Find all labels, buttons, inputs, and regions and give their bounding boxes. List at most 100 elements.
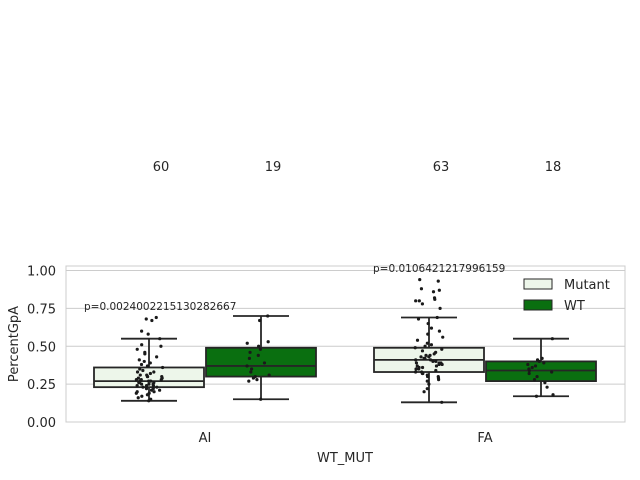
data-point	[550, 337, 554, 341]
data-point	[540, 356, 544, 360]
legend-label-wt: WT	[564, 299, 585, 314]
data-point	[437, 329, 442, 333]
data-point	[535, 358, 540, 362]
data-point	[435, 315, 439, 320]
data-point	[144, 384, 149, 388]
legend-swatch-mutant	[523, 278, 553, 290]
data-point	[150, 318, 154, 323]
data-point	[146, 332, 150, 336]
data-point	[440, 400, 444, 404]
count-label: 63	[433, 160, 450, 175]
data-point	[436, 374, 440, 379]
data-point	[141, 368, 145, 373]
data-point	[142, 359, 146, 364]
data-point	[428, 358, 433, 362]
legend-swatch-wt	[523, 299, 553, 311]
data-point	[416, 317, 421, 321]
data-point	[138, 367, 142, 371]
data-point	[413, 346, 417, 350]
data-point	[266, 314, 270, 318]
data-point	[414, 358, 418, 362]
data-point	[144, 387, 149, 391]
data-point	[414, 367, 418, 371]
data-point	[426, 332, 430, 336]
y-tick-labels: 0.00 0.25 0.50 0.75 1.00	[27, 265, 56, 431]
data-point	[420, 365, 425, 370]
count-labels: 60 63 19 18	[153, 160, 562, 175]
data-point	[147, 382, 151, 386]
data-point	[266, 340, 270, 344]
data-point	[143, 350, 147, 354]
data-point	[137, 381, 141, 385]
data-point	[417, 299, 421, 303]
data-point	[160, 374, 164, 379]
data-point	[136, 396, 140, 400]
data-point	[135, 347, 139, 351]
data-point	[424, 353, 428, 357]
data-point	[419, 355, 423, 359]
count-label: 19	[265, 160, 282, 175]
data-point	[530, 365, 534, 370]
data-point	[527, 367, 531, 371]
count-label: 60	[153, 160, 170, 175]
data-point	[149, 397, 153, 401]
data-point	[425, 341, 429, 345]
data-point	[532, 377, 537, 382]
data-point	[267, 373, 271, 377]
data-point	[141, 385, 145, 389]
data-point	[247, 379, 251, 383]
data-point	[140, 343, 144, 347]
data-point	[434, 350, 438, 354]
data-point	[437, 377, 441, 382]
data-point	[250, 367, 254, 371]
data-point	[425, 379, 429, 383]
data-point	[420, 302, 425, 306]
data-point	[249, 370, 253, 374]
data-point	[140, 329, 144, 333]
data-point	[420, 349, 425, 353]
data-point	[421, 371, 425, 376]
data-point	[426, 321, 430, 326]
data-point	[415, 338, 420, 342]
data-point	[432, 296, 437, 300]
data-point	[545, 385, 549, 389]
data-point	[526, 362, 530, 367]
x-axis-label: WT_MUT	[317, 451, 373, 466]
data-point	[148, 371, 153, 376]
data-point	[140, 394, 144, 398]
data-point	[152, 370, 156, 374]
data-point	[134, 391, 138, 395]
data-point	[438, 306, 442, 311]
data-point	[144, 317, 148, 321]
data-point	[139, 362, 144, 367]
x-tick-label: AI	[199, 431, 212, 446]
legend-label-mutant: Mutant	[564, 278, 610, 293]
data-point	[417, 365, 421, 370]
data-point	[434, 368, 438, 373]
data-point	[147, 391, 151, 395]
data-point	[245, 364, 249, 368]
p-value-annotations: p=0.0024002215130282667 p=0.0106421217996…	[84, 263, 505, 313]
data-point	[151, 382, 155, 386]
data-point	[137, 358, 141, 362]
data-point	[429, 343, 434, 347]
data-point	[542, 361, 546, 365]
data-point	[258, 347, 262, 351]
data-point	[259, 397, 263, 401]
data-point	[253, 374, 257, 379]
data-point	[255, 377, 259, 382]
data-point	[423, 344, 427, 348]
data-point	[419, 287, 424, 291]
data-point	[414, 361, 419, 365]
x-tick-labels: AI FA	[199, 431, 493, 446]
p-value-annotation-fa: p=0.0106421217996159	[373, 263, 505, 275]
data-point	[145, 364, 150, 368]
x-tick-label: FA	[477, 431, 492, 446]
count-label: 18	[545, 160, 562, 175]
data-point	[429, 326, 434, 330]
data-point	[431, 290, 436, 294]
data-point	[423, 356, 427, 360]
data-point	[418, 278, 422, 282]
data-point	[533, 364, 538, 368]
